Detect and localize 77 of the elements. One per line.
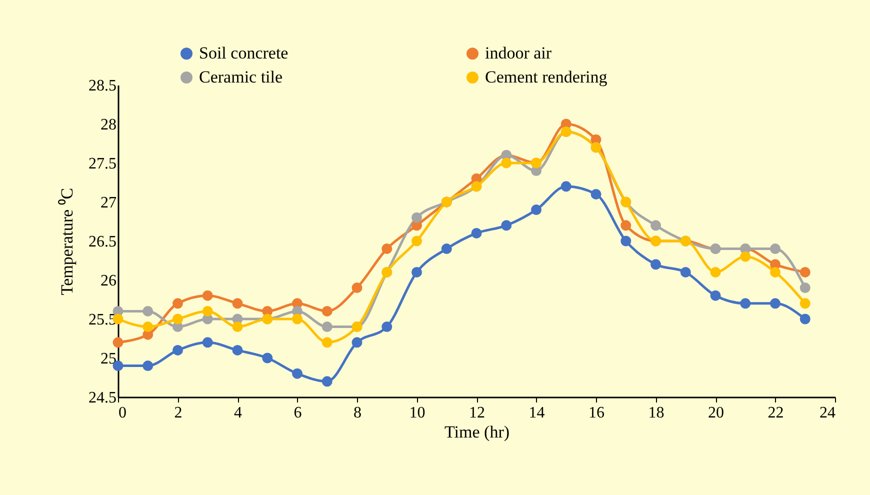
point xyxy=(412,212,422,223)
point xyxy=(202,306,213,316)
point xyxy=(710,266,721,278)
x-tick-label: 0 xyxy=(118,404,126,422)
point xyxy=(800,282,810,294)
point xyxy=(620,236,632,246)
point xyxy=(412,236,422,246)
point xyxy=(292,314,302,324)
x-tick-label: 2 xyxy=(174,404,182,422)
legend-label: Cement rendering xyxy=(485,68,608,86)
y-tick-label: 27.5 xyxy=(88,156,116,172)
legend-label: Soil concrete xyxy=(199,44,288,63)
y-axis-title: Temperature ⁰C xyxy=(58,188,76,296)
point xyxy=(232,298,243,309)
point xyxy=(322,322,332,332)
x-tick-label: 16 xyxy=(588,404,604,422)
y-tick-label: 27 xyxy=(100,194,116,212)
point xyxy=(800,266,810,278)
point xyxy=(770,244,780,254)
point xyxy=(142,360,154,372)
point xyxy=(471,228,482,238)
x-tick-label: 20 xyxy=(708,404,724,422)
x-tick-label: 18 xyxy=(648,404,664,422)
point xyxy=(650,259,661,270)
point xyxy=(710,290,721,301)
y-tick-label: 26.5 xyxy=(88,234,116,250)
x-tick-label: 14 xyxy=(528,404,545,422)
point xyxy=(441,244,452,254)
x-tick-label: 10 xyxy=(409,404,426,422)
point xyxy=(262,352,273,364)
point xyxy=(501,158,512,168)
point xyxy=(800,298,810,309)
point xyxy=(322,337,332,348)
point xyxy=(322,376,332,387)
x-tick-label: 22 xyxy=(768,404,784,422)
point xyxy=(680,266,691,278)
point xyxy=(172,344,183,356)
point xyxy=(770,298,780,309)
x-tick-label: 4 xyxy=(234,404,242,422)
point xyxy=(232,322,243,332)
point xyxy=(202,290,213,301)
x-tick-label: 24 xyxy=(820,404,836,422)
point xyxy=(531,204,542,216)
point xyxy=(560,181,572,192)
point xyxy=(382,322,392,332)
y-tick-label: 26 xyxy=(100,272,116,290)
x-tick-label: 8 xyxy=(354,404,362,422)
point xyxy=(740,251,751,262)
x-tick-label: 6 xyxy=(294,404,302,422)
y-tick-label: 25 xyxy=(100,350,116,368)
point xyxy=(322,306,332,316)
point xyxy=(292,368,302,379)
point xyxy=(650,220,661,231)
point xyxy=(590,188,602,200)
point xyxy=(232,344,243,356)
x-axis-title: Time (hr) xyxy=(444,422,510,442)
point xyxy=(501,220,512,231)
point xyxy=(352,282,362,294)
point xyxy=(172,298,183,309)
point xyxy=(142,306,154,316)
point xyxy=(202,337,213,348)
point xyxy=(172,314,183,324)
x-tick-label: 12 xyxy=(469,404,485,422)
point xyxy=(800,314,810,324)
point xyxy=(352,337,362,348)
point xyxy=(112,337,124,348)
y-tick-label: 24.5 xyxy=(88,390,116,406)
legend-label: indoor air xyxy=(485,44,552,63)
point xyxy=(412,266,422,278)
legend-label: Ceramic tile xyxy=(199,68,283,86)
point xyxy=(620,220,632,231)
point xyxy=(770,266,780,278)
point xyxy=(382,244,392,254)
y-tick-label: 28.5 xyxy=(88,78,116,94)
point xyxy=(740,298,751,309)
y-tick-label: 28 xyxy=(100,116,116,134)
point xyxy=(142,322,154,332)
